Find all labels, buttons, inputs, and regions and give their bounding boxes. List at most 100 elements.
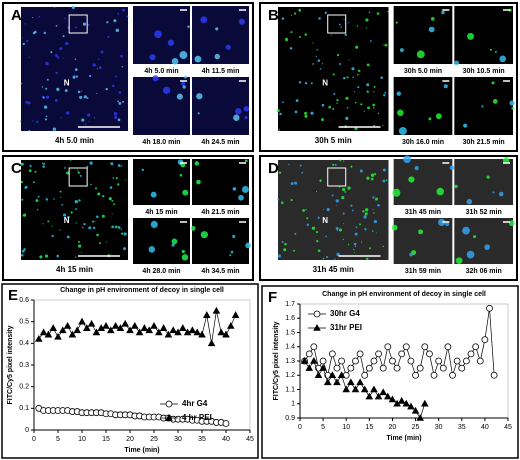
fluorescent-spot — [383, 168, 386, 172]
fluorescent-spot — [200, 16, 208, 24]
triangle-marker — [174, 328, 182, 336]
fluorescent-spot — [491, 81, 495, 85]
fluorescent-spot — [336, 102, 338, 105]
circle-marker — [416, 364, 424, 372]
fluorescent-spot — [365, 18, 369, 22]
fluorescent-spot — [455, 257, 463, 264]
fluorescent-spot — [78, 244, 82, 248]
micrograph — [278, 160, 389, 260]
fluorescent-spot — [332, 73, 335, 76]
fluorescent-spot — [371, 230, 374, 232]
fluorescent-spot — [238, 194, 244, 201]
x-tick-label: 0 — [32, 436, 36, 443]
inset-label: 31h 52 min — [466, 209, 502, 216]
fluorescent-spot — [348, 21, 350, 24]
fluorescent-spot — [449, 165, 455, 171]
nucleus-label: N — [64, 79, 70, 88]
micrograph — [192, 218, 249, 264]
fluorescent-spot — [377, 112, 380, 115]
triangle-marker — [305, 364, 314, 371]
fluorescent-spot — [77, 171, 80, 174]
triangle-marker — [54, 332, 62, 340]
panel-frame — [2, 2, 254, 152]
triangle-marker — [411, 406, 420, 414]
micrograph — [278, 7, 389, 131]
fluorescent-spot — [123, 232, 127, 236]
circle-marker — [407, 357, 415, 365]
fluorescent-spot — [244, 159, 248, 163]
fluorescent-spot — [372, 107, 375, 109]
fluorescent-spot — [121, 66, 123, 68]
fluorescent-spot — [100, 50, 104, 54]
fluorescent-spot — [66, 111, 70, 115]
fluorescent-spot — [180, 162, 186, 168]
fluorescent-spot — [75, 26, 78, 29]
fluorescent-spot — [302, 209, 305, 212]
inset-label: 32h 06 min — [466, 268, 502, 275]
fluorescent-spot — [152, 75, 159, 82]
fluorescent-spot — [230, 250, 234, 254]
fluorescent-spot — [59, 190, 62, 193]
fluorescent-spot — [445, 222, 450, 227]
fluorescent-spot — [281, 201, 284, 205]
micrograph — [454, 77, 513, 135]
triangle-marker — [179, 324, 187, 331]
fluorescent-spot — [196, 179, 201, 185]
triangle-marker — [393, 399, 401, 407]
fluorescent-spot — [341, 196, 345, 200]
x-tick-label: 30 — [174, 436, 182, 443]
triangle-marker — [183, 328, 192, 336]
inset-label: 4h 5.0 min — [144, 68, 178, 75]
y-tick-label: 0.5 — [19, 319, 29, 326]
fluorescent-spot — [416, 50, 425, 59]
fluorescent-spot — [44, 118, 48, 121]
fluorescent-spot — [373, 91, 375, 93]
fluorescent-spot — [382, 245, 385, 248]
fluorescent-spot — [75, 222, 77, 224]
triangle-marker — [212, 306, 221, 314]
triangle-marker — [198, 330, 206, 338]
fluorescent-spot — [373, 212, 375, 214]
fluorescent-spot — [23, 248, 26, 251]
fluorescent-spot — [333, 92, 336, 95]
inset-label: 4h 11.5 min — [202, 68, 240, 75]
micrograph — [21, 7, 128, 131]
micrograph — [133, 159, 190, 205]
fluorescent-spot — [304, 81, 308, 85]
fluorescent-spot — [61, 203, 64, 206]
fluorescent-spot — [343, 160, 345, 162]
fluorescent-spot — [35, 199, 39, 202]
x-tick-label: 35 — [198, 436, 206, 443]
image-label: 30h 5 min — [315, 136, 352, 145]
triangle-marker — [63, 322, 72, 329]
fluorescent-spot — [106, 21, 109, 24]
fluorescent-spot — [277, 254, 282, 258]
fluorescent-spot — [26, 39, 29, 43]
circle-marker — [393, 364, 401, 372]
panel-frame — [2, 155, 254, 281]
triangle-marker — [319, 364, 327, 371]
circle-marker — [439, 364, 447, 372]
fluorescent-spot — [148, 246, 156, 253]
fluorescent-spot — [281, 241, 284, 244]
fluorescent-spot — [333, 258, 336, 260]
fluorescent-spot — [51, 234, 54, 238]
fluorescent-spot — [118, 91, 122, 94]
zoom-box — [327, 167, 347, 187]
fluorescent-spot — [345, 96, 349, 100]
fluorescent-spot — [54, 98, 58, 102]
fluorescent-spot — [66, 235, 70, 239]
fluorescent-spot — [322, 257, 325, 260]
legend-label: 4 hr PEI — [182, 413, 212, 422]
fluorescent-spot — [310, 82, 313, 85]
fluorescent-spot — [339, 159, 342, 162]
fluorescent-spot — [304, 33, 307, 36]
fluorescent-spot — [466, 198, 473, 205]
y-axis-title: FITC/Cy5 pixel intensity — [273, 321, 280, 400]
fluorescent-spot — [369, 247, 372, 250]
fluorescent-spot — [348, 59, 350, 61]
fluorescent-spot — [82, 226, 84, 229]
fluorescent-spot — [284, 242, 287, 246]
fluorescent-spot — [102, 194, 105, 198]
fluorescent-spot — [336, 229, 339, 232]
